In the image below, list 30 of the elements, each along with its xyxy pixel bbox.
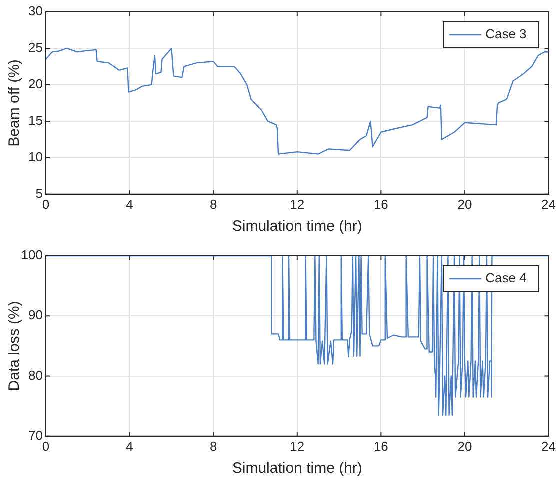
x-axis-title: Simulation time (hr) (232, 218, 362, 236)
y-tick-label: 70 (28, 428, 43, 443)
x-tick-label: 12 (290, 196, 305, 212)
y-tick-label: 80 (28, 368, 43, 383)
x-tick-label: 4 (126, 196, 134, 212)
x-tick-label: 4 (126, 438, 134, 454)
x-tick-label: 16 (374, 438, 388, 454)
y-tick-label: 90 (28, 308, 43, 323)
y-tick-label: 5 (36, 186, 43, 201)
x-tick-label: 20 (458, 438, 472, 454)
y-axis-title: Data loss (%) (6, 301, 24, 392)
y-tick-label: 10 (28, 150, 43, 164)
x-tick-label: 20 (458, 196, 472, 212)
x-tick-label: 8 (210, 438, 218, 454)
x-tick-label: 24 (542, 438, 556, 454)
y-tick-label: 100 (21, 248, 43, 263)
x-tick-label: 16 (374, 196, 388, 212)
y-tick-label: 15 (28, 113, 43, 128)
legend-label: Case 4 (486, 270, 527, 286)
y-tick-label: 30 (28, 4, 43, 19)
y-tick-label: 25 (28, 40, 43, 56)
x-tick-label: 0 (42, 196, 50, 212)
x-axis-title: Simulation time (hr) (232, 460, 362, 478)
legend-label: Case 3 (486, 26, 527, 42)
y-axis-title: Beam off (%) (6, 60, 24, 147)
x-tick-label: 24 (542, 196, 556, 212)
x-tick-label: 8 (210, 196, 218, 212)
y-tick-label: 20 (28, 76, 43, 92)
x-tick-label: 12 (290, 438, 305, 454)
x-tick-label: 0 (42, 438, 50, 454)
